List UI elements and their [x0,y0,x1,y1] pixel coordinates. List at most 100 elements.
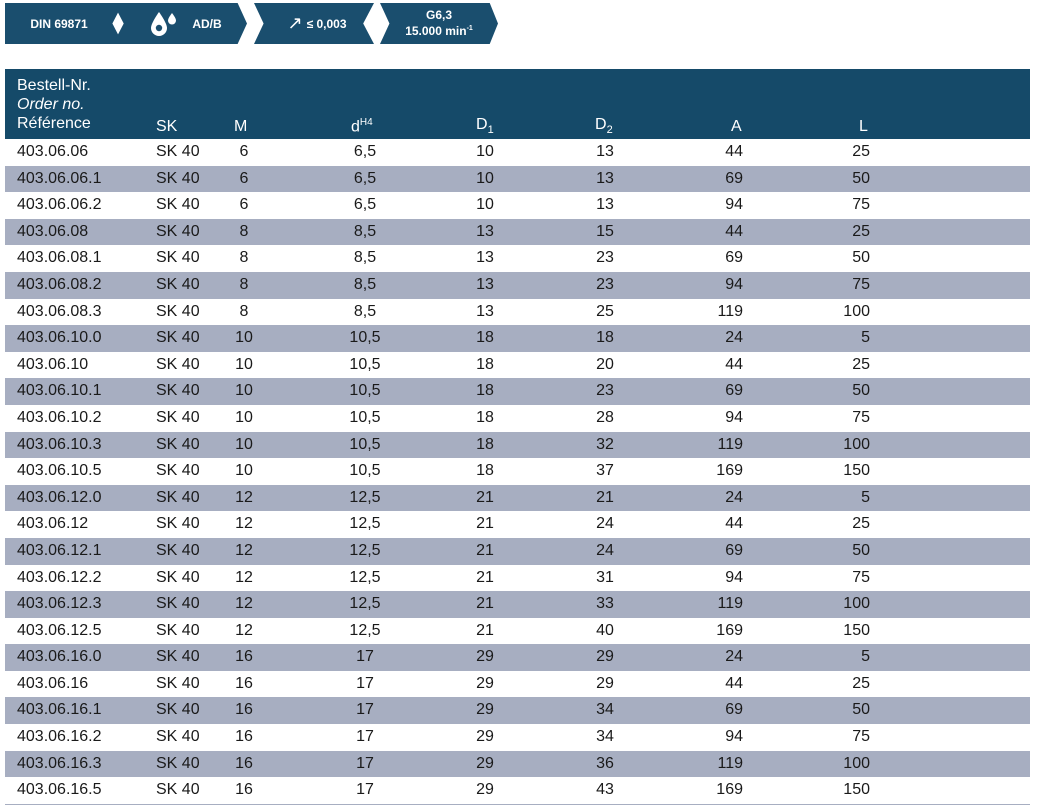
cell-l: 100 [843,595,870,613]
cell-l: 150 [843,781,870,799]
cell-sk: SK 40 [156,674,200,692]
cell-d: 8,5 [353,222,377,240]
cell-a: 69 [725,541,743,559]
cell-m: 10 [235,329,253,347]
cell-sk: SK 40 [156,169,200,187]
cell-d: 17 [356,781,374,799]
cell-sk: SK 40 [156,728,200,746]
table-row: 403.06.10 SK 40 10 10,5 18 20 44 25 [5,352,1030,379]
cell-m: 12 [235,595,253,613]
cell-sk: SK 40 [156,355,200,373]
cell-m: 8 [239,302,249,320]
cell-d: 6,5 [353,143,377,160]
coolant-label: AD/B [192,16,222,31]
cell-m: 8 [239,275,249,293]
table-header: Bestell-Nr. Order no. Référence SK M dH4… [5,69,1030,139]
cell-d2: 23 [596,249,614,267]
cell-d2: 23 [596,382,614,400]
header-l: L [859,118,868,135]
cell-ref: 403.06.06.2 [17,196,102,214]
table-row: 403.06.10.0 SK 40 10 10,5 18 18 24 5 [5,325,1030,352]
cell-l: 5 [861,648,870,666]
cell-sk: SK 40 [156,435,200,453]
din-label: DIN 69871 [30,16,88,31]
cell-a: 24 [725,648,743,666]
header-d: dH4 [351,116,373,135]
cell-d1: 10 [476,169,494,187]
cell-m: 10 [235,435,253,453]
table-row: 403.06.06 SK 40 6 6,5 10 13 44 25 [5,139,1030,166]
header-reference: Bestell-Nr. Order no. Référence [17,77,91,132]
cell-ref: 403.06.12.0 [17,488,102,506]
cell-a: 119 [717,754,743,772]
cell-d2: 40 [596,621,614,639]
cell-m: 10 [235,355,253,373]
cell-ref: 403.06.06.1 [17,169,102,187]
cell-l: 25 [852,355,870,373]
cell-ref: 403.06.16.5 [17,781,102,799]
cell-m: 12 [235,541,253,559]
table-row: 403.06.10.5 SK 40 10 10,5 18 37 169 150 [5,458,1030,485]
cell-ref: 403.06.12.2 [17,568,102,586]
cell-d1: 21 [476,541,494,559]
header-a: A [731,118,742,135]
cell-d1: 21 [476,621,494,639]
table-row: 403.06.08 SK 40 8 8,5 13 15 44 25 [5,218,1030,246]
din-badge: DIN 69871 [5,3,123,44]
cell-m: 8 [239,249,249,267]
cell-d: 8,5 [353,302,377,320]
cell-d: 12,5 [349,568,381,586]
cell-d: 12,5 [349,621,381,639]
cell-d2: 18 [596,329,614,347]
cell-d1: 21 [476,568,494,586]
cell-l: 5 [861,329,870,347]
table-row: 403.06.06.2 SK 40 6 6,5 10 13 94 75 [5,192,1030,219]
cell-m: 10 [235,408,253,426]
cell-sk: SK 40 [156,249,200,267]
cell-l: 100 [843,302,870,320]
table-row: 403.06.08.1 SK 40 8 8,5 13 23 69 50 [5,245,1030,272]
cell-sk: SK 40 [156,648,200,666]
table-row: 403.06.08.2 SK 40 8 8,5 13 23 94 75 [5,271,1030,299]
table-row: 403.06.10.1 SK 40 10 10,5 18 23 69 50 [5,378,1030,405]
table-row: 403.06.12.0 SK 40 12 12,5 21 21 24 5 [5,484,1030,512]
cell-a: 169 [716,462,743,480]
cell-a: 69 [725,701,743,719]
cell-d: 6,5 [353,169,377,187]
cell-a: 169 [716,621,743,639]
cell-d1: 13 [476,302,494,320]
cell-l: 25 [852,515,870,533]
cell-m: 6 [239,143,249,160]
cell-d: 12,5 [349,515,381,533]
cell-a: 119 [717,435,743,453]
cell-d2: 13 [596,143,614,160]
spec-badges: DIN 69871 AD/B ↗ ≤ 0,003 G6,3 15.000 min… [0,0,1040,50]
runout-value: ≤ 0,003 [306,16,347,31]
table-row: 403.06.16 SK 40 16 17 29 29 44 25 [5,671,1030,698]
cell-ref: 403.06.16.2 [17,728,102,746]
cell-ref: 403.06.10.3 [17,435,102,453]
cell-l: 100 [843,435,870,453]
cell-d: 10,5 [349,408,381,426]
table-row: 403.06.06.1 SK 40 6 6,5 10 13 69 50 [5,165,1030,193]
cell-d1: 10 [476,143,494,160]
cell-d2: 13 [596,196,614,214]
cell-ref: 403.06.16.3 [17,754,102,772]
cell-l: 75 [852,728,870,746]
cell-m: 12 [235,621,253,639]
cell-d1: 18 [476,382,494,400]
cell-l: 25 [852,222,870,240]
cell-d1: 21 [476,595,494,613]
cell-d2: 21 [596,488,614,506]
cell-a: 119 [717,302,743,320]
cell-m: 6 [239,196,249,214]
cell-a: 69 [725,249,743,267]
table-row: 403.06.08.3 SK 40 8 8,5 13 25 119 100 [5,299,1030,326]
cell-d2: 23 [596,275,614,293]
cell-a: 69 [725,382,743,400]
table-body: 403.06.06 SK 40 6 6,5 10 13 44 25 403.06.06.1 SK … [5,139,1030,804]
cell-d1: 13 [476,249,494,267]
cell-a: 24 [725,329,743,347]
table-row: 403.06.10.3 SK 40 10 10,5 18 32 119 100 [5,431,1030,459]
cell-d: 17 [356,754,374,772]
